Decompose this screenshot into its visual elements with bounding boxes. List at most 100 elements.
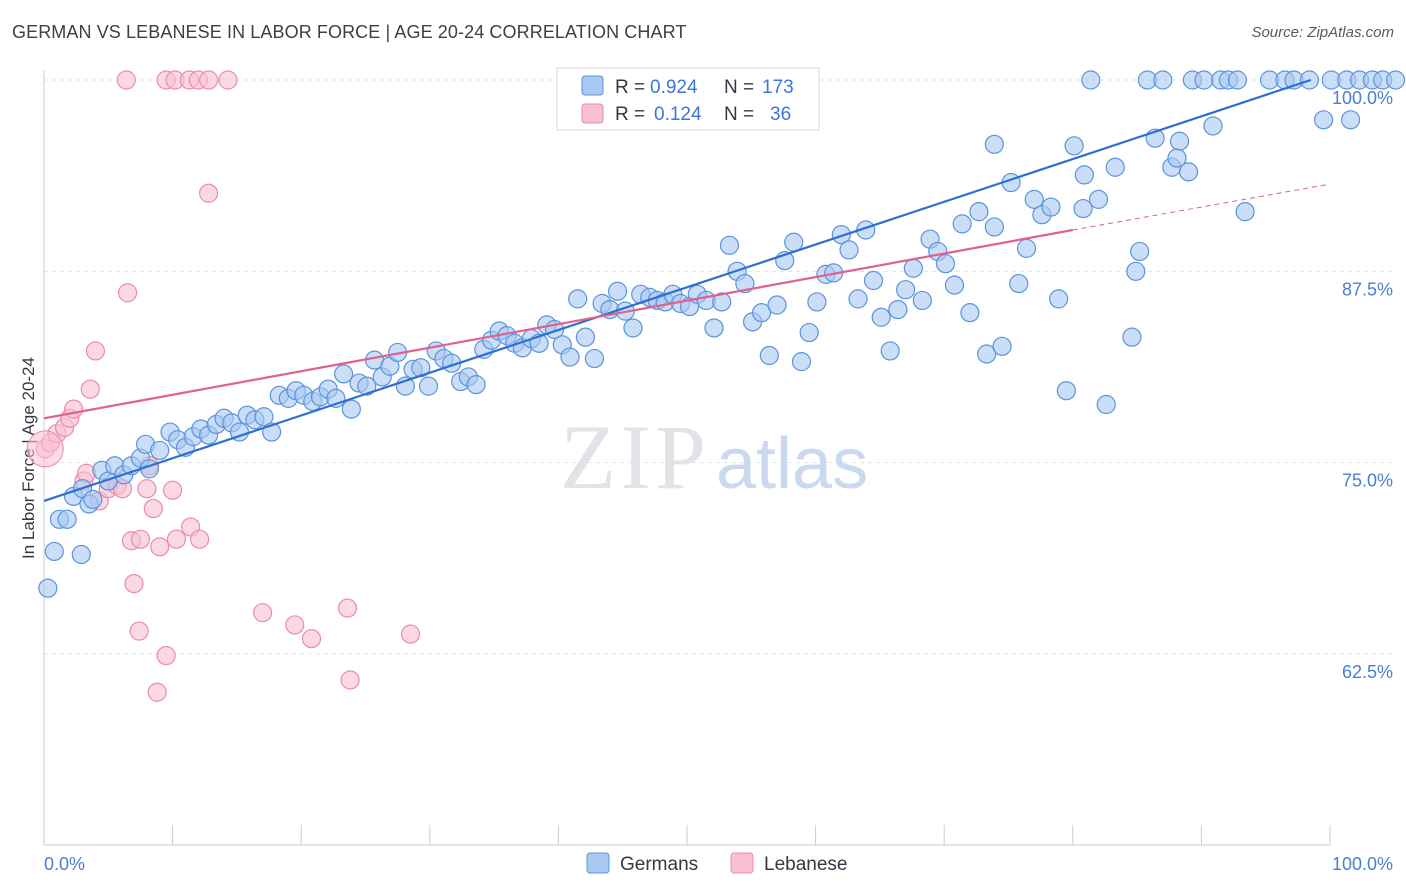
germans-point xyxy=(1088,189,1109,209)
germans-point xyxy=(848,289,868,309)
germans-point xyxy=(912,290,932,311)
germans-point xyxy=(341,399,361,419)
lebanese-point xyxy=(124,573,144,594)
germans-point xyxy=(719,235,740,255)
germans-point xyxy=(1056,381,1076,401)
lebanese-point xyxy=(26,430,64,468)
germans-point xyxy=(935,254,956,274)
germans-point xyxy=(767,295,787,315)
germans-point xyxy=(992,336,1012,356)
legend-n-value-lebanese: 36 xyxy=(770,104,791,125)
germans-point xyxy=(1049,289,1069,309)
lebanese-point xyxy=(166,529,187,549)
germans-point xyxy=(1153,70,1173,90)
germans-trend-line xyxy=(43,78,1312,502)
germans-point xyxy=(969,202,989,222)
germans-point xyxy=(57,509,77,529)
germans-point xyxy=(1203,116,1223,136)
germans-point xyxy=(1074,165,1094,185)
germans-points xyxy=(38,70,1406,598)
germans-point xyxy=(1016,238,1037,258)
germans-point xyxy=(977,344,997,364)
y-tick-labels: 62.5% 75.0% 87.5% 100.0% xyxy=(1332,88,1393,682)
lebanese-point xyxy=(301,629,322,649)
lebanese-point xyxy=(340,670,360,690)
x-tick-label-min: 0.0% xyxy=(44,854,85,874)
germans-point xyxy=(1130,241,1150,262)
germans-point xyxy=(944,275,965,295)
germans-point xyxy=(1081,70,1101,90)
y-tick-label: 62.5% xyxy=(1342,662,1393,682)
bottom-legend-swatch-lebanese xyxy=(730,852,754,874)
germans-point xyxy=(704,318,724,338)
germans-point xyxy=(1340,110,1361,130)
germans-point xyxy=(839,240,859,260)
lebanese-point xyxy=(285,615,305,635)
lebanese-point xyxy=(143,498,163,519)
germans-point xyxy=(1096,394,1116,415)
germans-point xyxy=(607,281,628,301)
germans-point xyxy=(623,318,643,338)
germans-point xyxy=(334,364,354,384)
germans-point xyxy=(584,348,605,369)
lebanese-point xyxy=(80,379,100,399)
legend-n-label-lebanese: N = xyxy=(724,104,754,125)
lebanese-point xyxy=(199,70,219,90)
lebanese-point xyxy=(137,479,157,499)
legend-n-value-germans: 173 xyxy=(762,77,794,98)
germans-point xyxy=(357,376,377,396)
bottom-legend-swatch-germans xyxy=(586,852,610,874)
germans-point xyxy=(960,303,980,323)
source-label: Source: ZipAtlas.com xyxy=(1251,24,1394,41)
y-tick-label: 100.0% xyxy=(1332,88,1393,108)
germans-point xyxy=(896,280,916,300)
lebanese-point xyxy=(400,624,421,644)
germans-point xyxy=(791,352,812,372)
germans-point xyxy=(150,440,170,461)
germans-point xyxy=(466,375,486,395)
x-tick-label-max: 100.0% xyxy=(1332,854,1393,874)
lebanese-point xyxy=(150,537,170,557)
germans-point xyxy=(863,270,884,291)
bottom-legend-label-lebanese: Lebanese xyxy=(764,854,847,875)
legend-swatch-lebanese xyxy=(581,103,604,124)
lebanese-point xyxy=(116,70,136,90)
germans-point xyxy=(1041,197,1061,217)
germans-point xyxy=(831,224,851,245)
legend-n-label-germans: N = xyxy=(724,77,754,98)
trend-lines xyxy=(43,78,1331,502)
lebanese-point xyxy=(163,480,183,500)
germans-point xyxy=(560,347,580,367)
lebanese-point xyxy=(85,341,106,361)
germans-point xyxy=(1009,273,1029,294)
lebanese-point xyxy=(218,70,238,90)
germans-point xyxy=(1385,70,1406,90)
lebanese-point xyxy=(253,603,273,623)
watermark-atlas: atlas xyxy=(716,424,868,504)
germans-point xyxy=(871,307,891,327)
germans-point xyxy=(751,303,772,323)
legend-r-label-germans: R = xyxy=(615,77,645,98)
germans-point xyxy=(952,214,972,234)
legend-r-label-lebanese: R = xyxy=(615,104,645,125)
germans-point xyxy=(759,345,779,366)
y-axis-label: In Labor Force | Age 20-24 xyxy=(19,357,38,559)
x-axis-ticks xyxy=(43,825,1331,845)
germans-point xyxy=(807,292,827,312)
correlation-legend: R = 0.924 N = 173 R = 0.124 N = 36 xyxy=(556,67,820,131)
germans-point xyxy=(1073,198,1093,219)
germans-point xyxy=(1126,261,1146,281)
lebanese-point xyxy=(337,598,358,618)
germans-point xyxy=(38,578,58,598)
germans-point xyxy=(888,300,908,320)
germans-point xyxy=(1064,136,1084,156)
germans-point xyxy=(1313,110,1334,130)
germans-point xyxy=(1235,202,1255,222)
germans-point xyxy=(1167,148,1187,168)
germans-point xyxy=(1227,70,1248,90)
legend-swatch-germans xyxy=(581,75,604,96)
germans-point xyxy=(1178,162,1199,182)
germans-point xyxy=(44,541,64,562)
germans-point xyxy=(903,258,923,278)
